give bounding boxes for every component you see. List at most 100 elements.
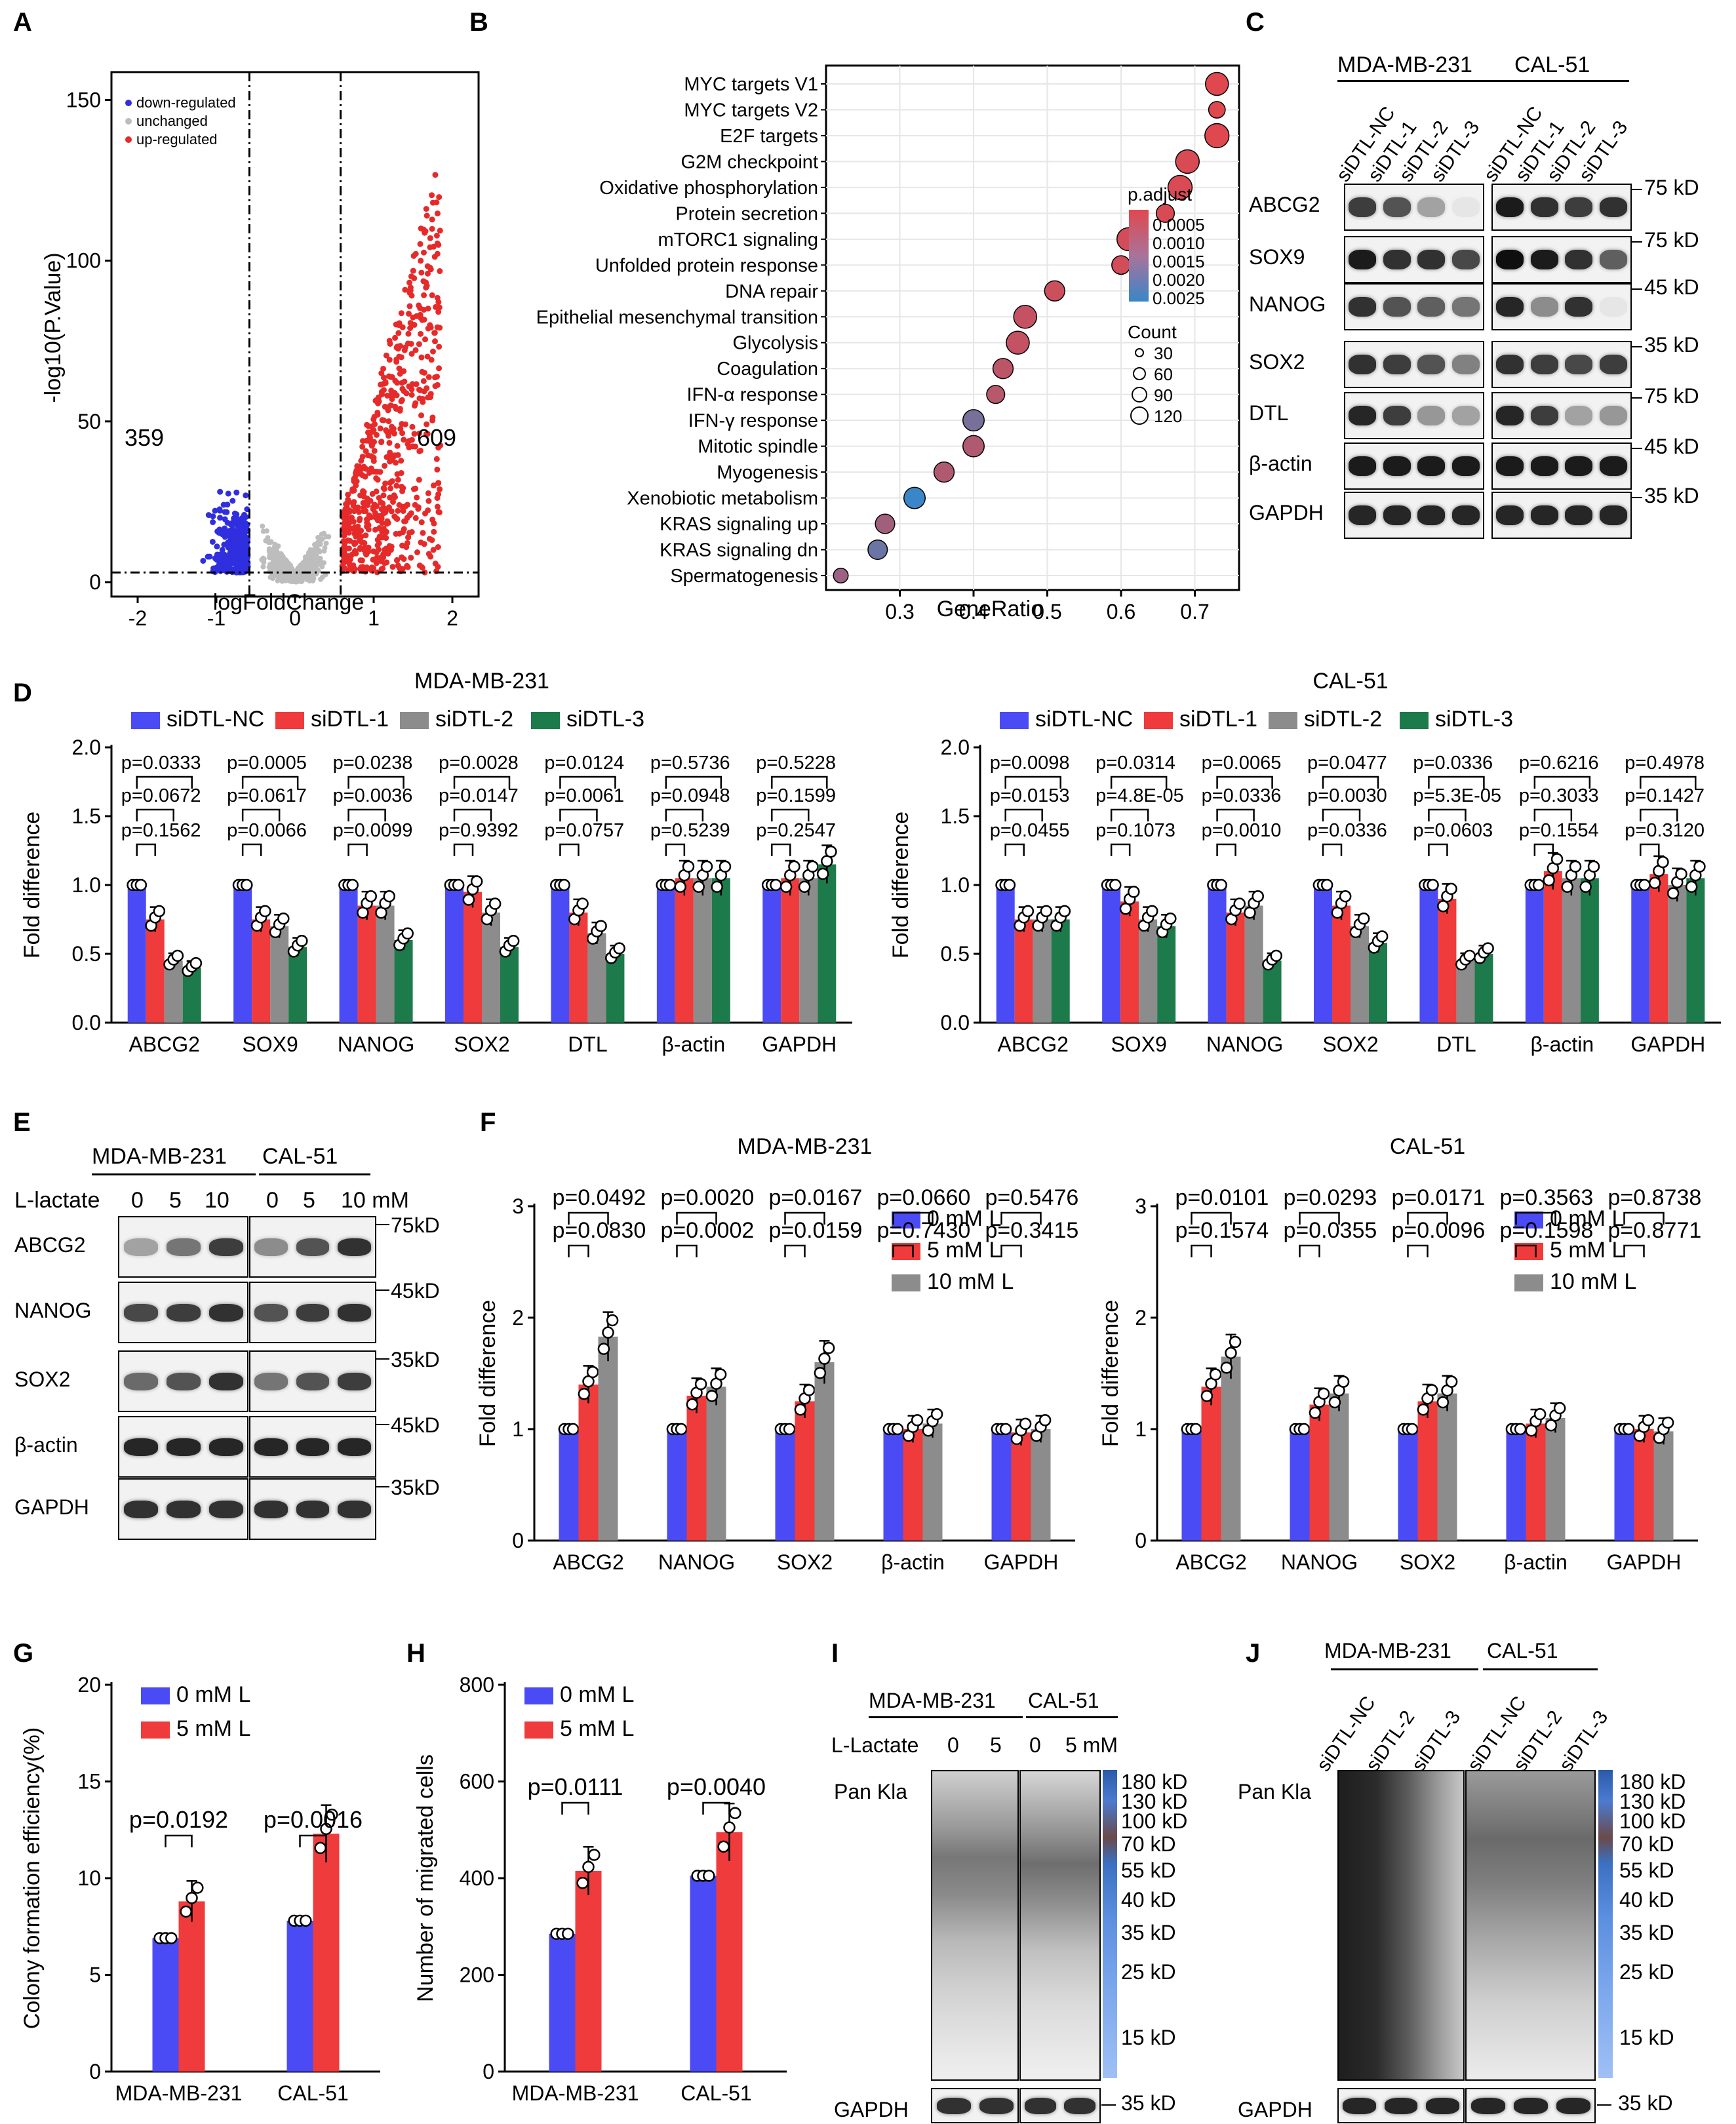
i-pan-label: Pan Kla (834, 1780, 908, 1803)
replicate-dot (578, 1388, 591, 1400)
blot-band (1343, 2097, 1376, 2114)
bar (559, 1429, 579, 1541)
p-value: p=0.0617 (227, 785, 307, 806)
point-up (379, 520, 385, 526)
x-tick-label: GAPDH (1630, 1032, 1705, 1056)
point-up (411, 403, 418, 409)
i-ladder-label: 15 kD (1121, 2026, 1176, 2049)
point-up (416, 430, 423, 437)
point-up (380, 551, 387, 558)
e-blot-cal (249, 1350, 376, 1412)
j-underline-cal (1483, 1668, 1598, 1670)
point-up (411, 275, 418, 281)
y-tick-label: 2 (1135, 1306, 1147, 1329)
replicate-dot (606, 1314, 619, 1327)
c-blot-cal (1491, 283, 1632, 330)
point-up (432, 172, 439, 178)
c-blot-mda (1344, 236, 1484, 283)
replicate-dot (470, 875, 483, 888)
replicate-dot (1667, 887, 1680, 899)
replicate-dot (1675, 867, 1687, 880)
p-value: p=0.9392 (439, 820, 519, 841)
point-up (403, 390, 410, 397)
sig-bracket (165, 1834, 193, 1847)
point-up (429, 537, 435, 543)
x-tick-label: SOX2 (1400, 1550, 1455, 1574)
e-underline-cal (259, 1173, 370, 1175)
p-value: p=0.0948 (650, 785, 730, 806)
volcano-y-ticks: 0 50 100 150 (66, 88, 111, 594)
p-value: p=0.0757 (544, 820, 624, 841)
y-tick-label: 150 (66, 88, 101, 112)
replicate-dot (488, 897, 502, 910)
legend-label: 5 mM L (176, 1716, 250, 1741)
point-up (421, 541, 427, 547)
p-value: p=0.3033 (1519, 785, 1599, 806)
point-up (434, 210, 441, 217)
point-up (368, 442, 375, 448)
bar (1545, 1418, 1566, 1541)
bar (883, 1429, 903, 1541)
bar (182, 968, 201, 1023)
y-tick-label: 400 (460, 1866, 494, 1890)
point-up (342, 545, 349, 551)
point-up (394, 471, 401, 477)
sig-bracket (241, 843, 262, 856)
point-up (373, 488, 380, 495)
sig-bracket (665, 776, 722, 789)
point-up (396, 365, 403, 372)
j-cell-cal: CAL-51 (1487, 1639, 1558, 1662)
enrichment-dotplot: MYC targets V1 MYC targets V2 E2F targets G… (536, 64, 1240, 623)
point-up (416, 386, 423, 393)
sig-bracket (568, 1211, 609, 1225)
p-value: p=0.1574 (1175, 1218, 1269, 1243)
point-down (231, 510, 238, 517)
bar (781, 878, 800, 1023)
point-up (429, 348, 436, 355)
bar (551, 885, 570, 1023)
j-pan-label: Pan Kla (1238, 1780, 1312, 1803)
sig-bracket (1216, 843, 1236, 856)
replicate-dot (816, 867, 829, 880)
point-up (384, 518, 391, 524)
point-up (359, 472, 366, 479)
point-unchanged (260, 528, 266, 534)
point-up (350, 502, 357, 509)
bar (1244, 905, 1263, 1023)
point-up (371, 448, 378, 454)
c-row-label: NANOG (1249, 292, 1326, 316)
point-up (373, 475, 380, 482)
point-unchanged (265, 535, 271, 541)
i-gapdh-marker: 35 kD (1121, 2091, 1176, 2115)
point-up (345, 530, 352, 536)
i-cell-cal: CAL-51 (1028, 1689, 1099, 1712)
e-row-label: β-actin (14, 1433, 78, 1457)
point-up (425, 551, 432, 557)
point-up (382, 530, 388, 536)
blot-band (166, 1372, 201, 1390)
point-up (424, 353, 431, 360)
legend-label: 5 mM L (1550, 1238, 1624, 1263)
y-axis-label: Number of migrated cells (413, 1754, 438, 2002)
point-up (394, 557, 401, 563)
bar (1580, 878, 1599, 1023)
replicate-dot (1209, 1368, 1222, 1381)
point-up (418, 258, 424, 264)
point-down (222, 509, 228, 515)
blot-band (1349, 405, 1377, 426)
point-up (340, 538, 347, 545)
point-unchanged (313, 565, 319, 571)
volcano-x-ticks: -2 -1 0 1 2 (128, 597, 458, 629)
blot-band (1530, 296, 1558, 317)
legend-swatch (275, 712, 304, 729)
point-up (408, 386, 415, 393)
p-value: p=0.0030 (1307, 785, 1387, 806)
blot-band (1599, 197, 1627, 218)
replicate-dot (1215, 878, 1227, 892)
replicate-dot (566, 1423, 580, 1436)
bar (1543, 871, 1562, 1023)
point-up (436, 509, 443, 516)
point-up (416, 448, 423, 454)
point-up (404, 564, 411, 570)
point-up (416, 302, 422, 309)
